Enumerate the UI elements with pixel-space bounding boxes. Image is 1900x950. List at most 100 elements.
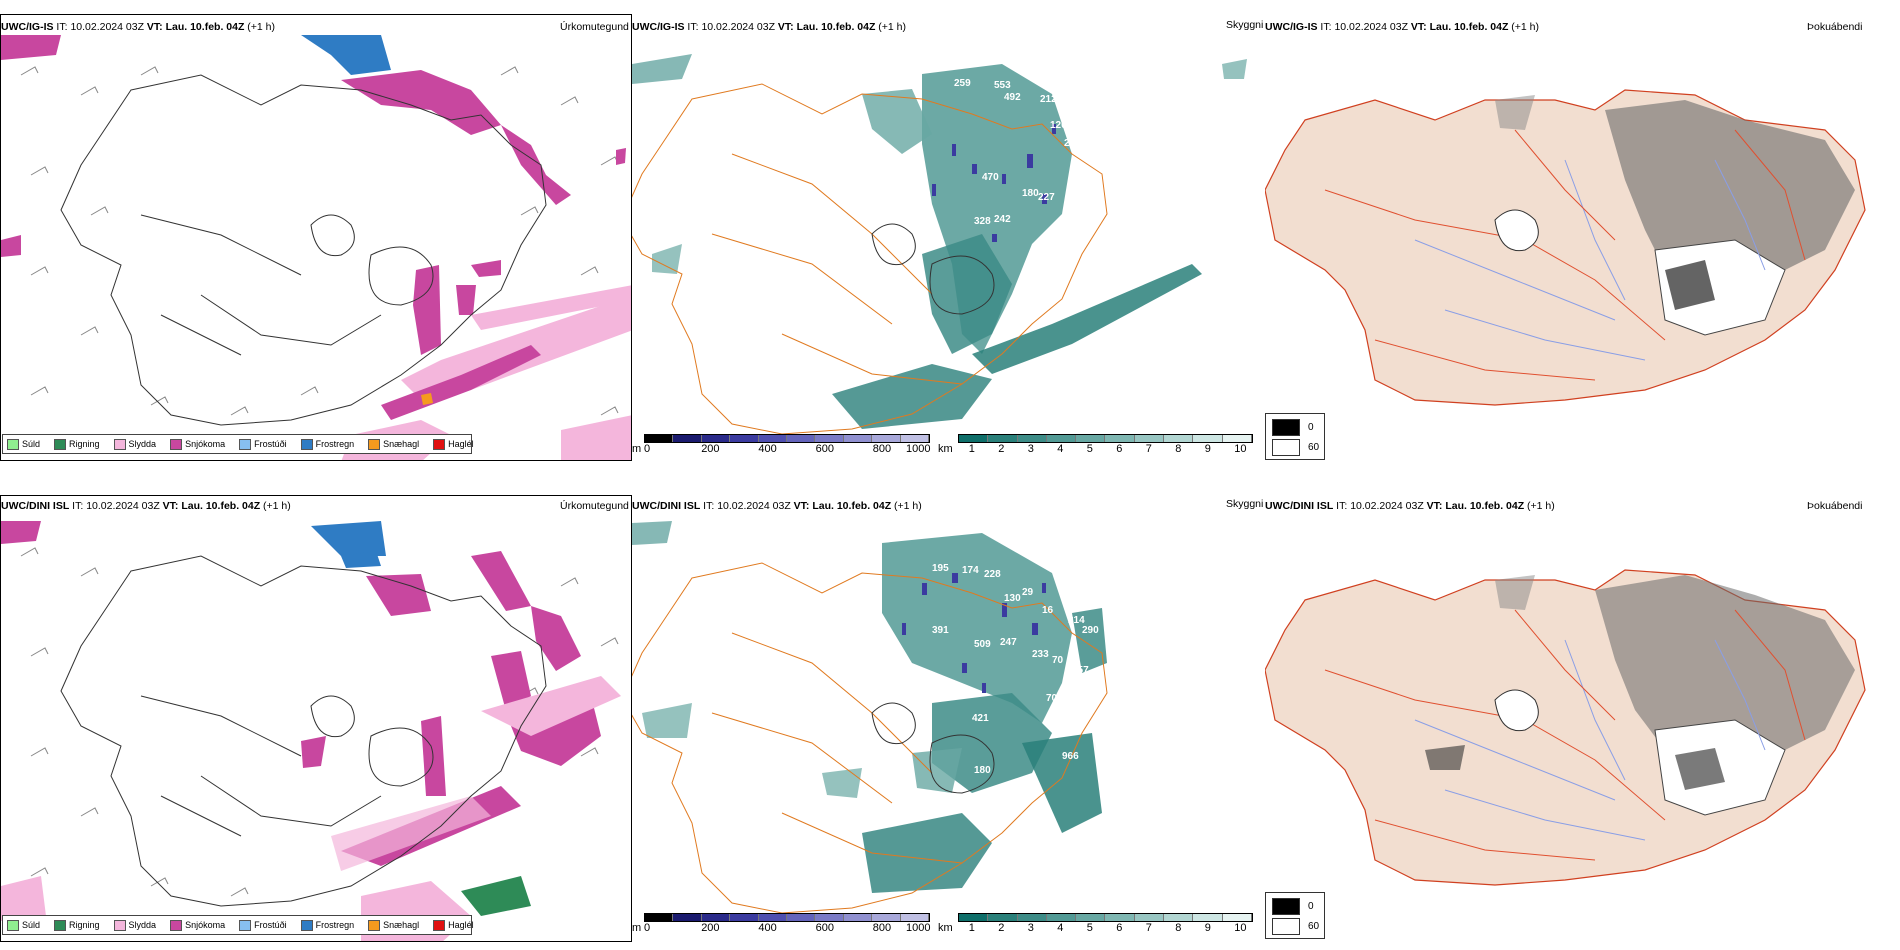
cloud-base-value: 257 (1072, 665, 1089, 676)
cloud-base-value: 201 (1064, 138, 1081, 149)
row-1-cloud-map[interactable]: 259 553 492 212 120 320 201 19 470 180 227 328 242 (632, 34, 1252, 434)
row-2-header-cloud: UWC/DINI ISL IT: 10.02.2024 03Z VT: Lau.… (632, 500, 922, 512)
legend-item-frostudi: Frostúði (239, 438, 287, 450)
colorbar-tick-label: 8 (1175, 922, 1182, 934)
row-2-header: UWC/DINI ISL IT: 10.02.2024 03Z VT: Lau.… (1, 500, 291, 512)
colorbar-segment (815, 914, 844, 921)
colorbar-tick-label: 2 (998, 443, 1005, 455)
colorbar-tick-label: 800 (872, 443, 892, 455)
rivers (1414, 159, 1766, 361)
cloud-base-value: 421 (972, 713, 989, 724)
colorbar-tick-label: 4 (1057, 443, 1064, 455)
vis-strip (958, 434, 1253, 443)
row-1-vis-colorbar: km 1 2 3 4 5 6 7 8 9 10 (938, 434, 1258, 458)
cloud-base-value: 320 (1074, 124, 1091, 135)
row-2-fog-map[interactable] (1265, 520, 1900, 910)
colorbar-segment (1164, 914, 1194, 921)
wind-barbs (20, 547, 619, 897)
cloud-base-value: 509 (974, 639, 991, 650)
colorbar-segment (1076, 914, 1106, 921)
height-fields (902, 573, 1046, 693)
row-2-height-colorbar: m 0 200 400 600 800 1000 (632, 913, 938, 937)
colorbar-segment (1105, 914, 1135, 921)
colorbar-segment (1193, 914, 1223, 921)
row-1-header-fog: UWC/IG-IS IT: 10.02.2024 03Z VT: Lau. 10… (1265, 21, 1540, 33)
colorbar-tick-label: 10 (1234, 443, 1247, 455)
colorbar-segment (787, 435, 816, 442)
colorbar-segment (872, 435, 901, 442)
colorbar-segment (701, 914, 731, 921)
row-2-precip-legend: Súld Rigning Slydda Snjókoma Frostúði Fr… (2, 915, 474, 935)
cloud-base-value: 328 (974, 216, 991, 227)
cloud-base-value: 195 (932, 563, 949, 574)
cloud-base-value: 290 (1082, 625, 1099, 636)
colorbar-tick-label: 0 (644, 443, 651, 455)
legend-item-rigning: Rigning (54, 438, 100, 450)
row-2-header-fog: UWC/DINI ISL IT: 10.02.2024 03Z VT: Lau.… (1265, 500, 1555, 512)
colorbar-segment (988, 435, 1018, 442)
colorbar-tick-label: 200 (701, 443, 720, 455)
colorbar-tick-label: 9 (1204, 922, 1211, 934)
vis-strip (958, 913, 1253, 922)
row-2-fog-title: Þokuábendi (1807, 500, 1863, 512)
row-1-fog-map[interactable] (1265, 40, 1900, 430)
row-1-precip-svg (1, 35, 631, 460)
colorbar-tick-label: 5 (1086, 922, 1093, 934)
legend-item-sald: Súld (7, 438, 40, 450)
colorbar-segment (730, 914, 759, 921)
colorbar-tick-label: 6 (1116, 922, 1123, 934)
row-1-header-cloud: UWC/IG-IS IT: 10.02.2024 03Z VT: Lau. 10… (632, 21, 907, 33)
colorbar-segment (959, 914, 989, 921)
cloud-base-value: 247 (1000, 637, 1017, 648)
colorbar-segment (758, 914, 788, 921)
cloud-base-value: 180 (1022, 188, 1039, 199)
cloud-base-value: 19 (1087, 141, 1099, 152)
row-1-fog-svg (1265, 89, 1866, 406)
colorbar-tick-label: 2 (998, 922, 1005, 934)
vis-fields (632, 54, 1247, 429)
colorbar-segment (1046, 435, 1077, 442)
colorbar-tick-label: 200 (701, 922, 720, 934)
colorbar-segment (1222, 914, 1252, 921)
row-1-precip-map[interactable]: Súld Rigning Slydda Snjókoma Frostúði Fr… (0, 14, 632, 461)
colorbar-tick-label: 10 (1234, 922, 1247, 934)
row-2-cloud-title: Skyggni (1226, 498, 1264, 510)
colorbar-tick-label: 1 (968, 922, 975, 934)
colorbar-segment (1105, 435, 1135, 442)
cloud-base-value: 391 (932, 625, 949, 636)
glacier-outlines (871, 702, 995, 794)
colorbar-segment (1222, 435, 1252, 442)
colorbar-segment (988, 914, 1018, 921)
legend-item-snjokoma: Snjókoma (170, 438, 225, 450)
cloud-base-value: 227 (1038, 192, 1055, 203)
vis-legend-box-black (1272, 419, 1300, 436)
row-1-precip-title: Úrkomutegund (560, 21, 629, 33)
row-2-precip-map[interactable]: Súld Rigning Slydda Snjókoma Frostúði Fr… (0, 495, 632, 942)
colorbar-tick-label: 5 (1086, 443, 1093, 455)
glacier-outlines (871, 223, 995, 315)
colorbar-tick-label: 7 (1145, 443, 1152, 455)
height-strip (644, 434, 930, 443)
legend-item-haglel: Haglél (433, 438, 474, 450)
colorbar-segment (1046, 914, 1077, 921)
row-1-fog-title: Þokuábendi (1807, 21, 1863, 33)
colorbar-tick-label: 600 (815, 922, 834, 934)
cloud-base-value: 228 (984, 569, 1001, 580)
colorbar-segment (673, 914, 702, 921)
colorbar-segment (730, 435, 759, 442)
colorbar-tick-label: 7 (1145, 922, 1152, 934)
legend-item-frostregn: Frostregn (300, 438, 354, 450)
colorbar-tick-label: 0 (644, 922, 651, 934)
row-1-vis-legend: 0 60 (1265, 413, 1325, 460)
row-2-cloud-map[interactable]: 195 174 228 130 29 16 214 290 391 509 247 233 70 257 4… (632, 513, 1252, 913)
colorbar-segment (815, 435, 844, 442)
cloud-base-value: 702 (1046, 693, 1063, 704)
vis-fields (632, 521, 1107, 893)
fog-shading (1425, 575, 1855, 816)
colorbar-segment (645, 435, 674, 442)
colorbar-segment (673, 435, 702, 442)
colorbar-tick-label: 8 (1175, 443, 1182, 455)
